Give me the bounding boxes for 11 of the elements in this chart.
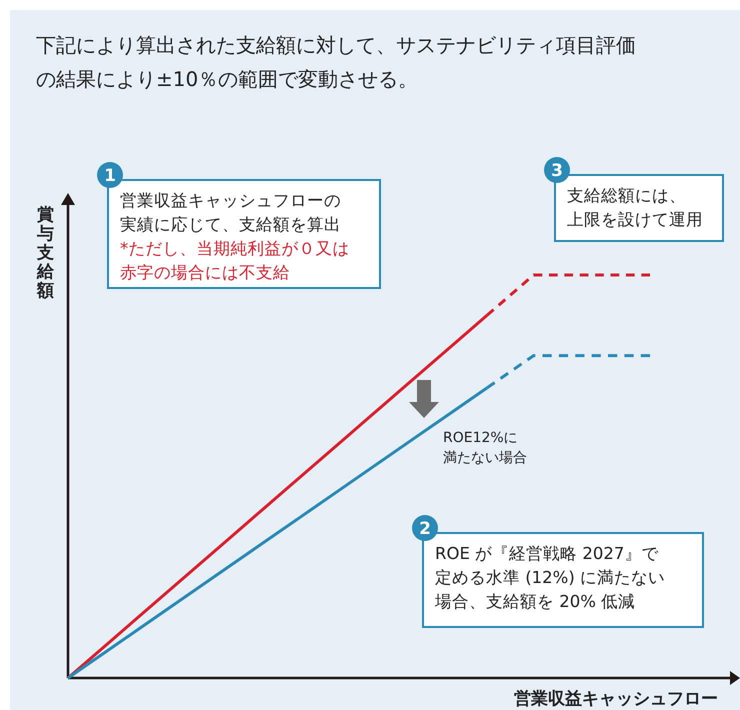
y-axis-title: 賞与支給額 <box>36 205 55 301</box>
text: 支給総額には、上限を設けて運用 <box>567 186 703 229</box>
annotation: ROE12%に満たない場合 <box>443 430 527 466</box>
annotation: ROE が『経営戦略 2027』で定める水準 (12%) に満たない場合、支給額を 20% 低減 <box>434 544 666 611</box>
text: 営業収益キャッシュフローの実績に応じて、支給額を算出 <box>120 191 341 234</box>
annotation: 2 <box>419 519 431 539</box>
chart-title: 下記により算出された支給額に対して、サステナビリティ項目評価の結果により±10％の範囲で変動させる。 <box>36 33 636 91</box>
text: 3 <box>551 161 563 181</box>
x-axis-title: 営業収益キャッシュフロー <box>514 689 718 709</box>
text: 1 <box>104 166 116 186</box>
annotation: *ただし、当期純利益が０又は赤字の場合には不支給 <box>120 239 350 282</box>
